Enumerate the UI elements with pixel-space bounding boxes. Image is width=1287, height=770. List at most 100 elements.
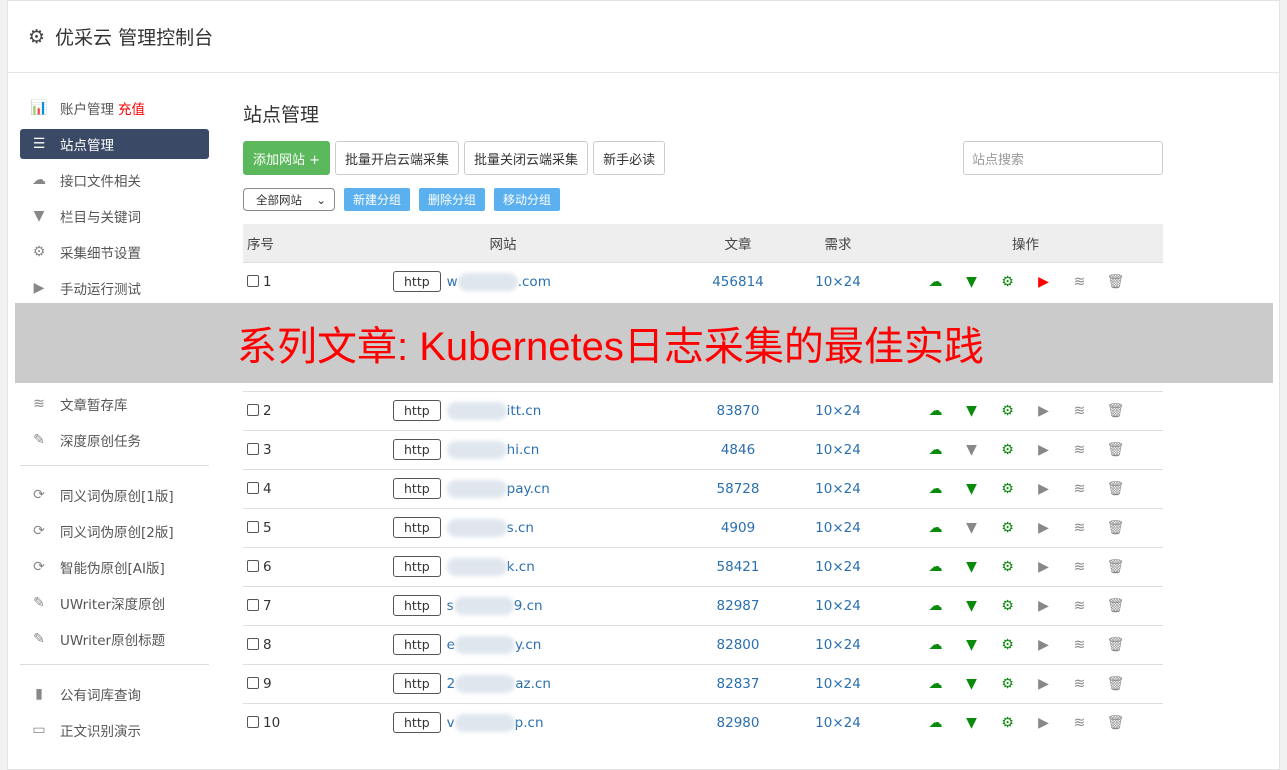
trash-icon[interactable]: 🗑 <box>1106 597 1125 614</box>
database-icon[interactable]: ≋ <box>1073 597 1086 614</box>
demand-value[interactable]: 10×24 <box>788 546 888 586</box>
site-link[interactable]: 9.cn <box>513 598 543 614</box>
play-circle-icon[interactable]: ▶ <box>1038 519 1049 536</box>
row-checkbox[interactable] <box>247 637 259 650</box>
protocol-select[interactable]: http <box>393 673 441 694</box>
play-circle-icon[interactable]: ▶ <box>1038 714 1049 731</box>
play-circle-icon[interactable]: ▶ <box>1038 273 1049 290</box>
article-count[interactable]: 456814 <box>688 261 788 301</box>
trash-icon[interactable]: 🗑 <box>1106 558 1125 575</box>
site-link[interactable]: s.cn <box>506 520 534 536</box>
database-icon[interactable]: ≋ <box>1073 402 1086 419</box>
sidebar-item[interactable]: ▼ 栏目与关键词 <box>20 201 209 231</box>
site-link[interactable]: k.cn <box>506 559 535 575</box>
protocol-select[interactable]: http <box>393 478 441 499</box>
sidebar-item[interactable]: ✎ UWriter原创标题 <box>20 624 209 654</box>
demand-value[interactable]: 10×24 <box>788 468 888 508</box>
sidebar-item[interactable]: ⟳ 智能伪原创[AI版] <box>20 552 209 582</box>
gears-icon[interactable]: ⚙ <box>1001 714 1014 731</box>
database-icon[interactable]: ≋ <box>1073 273 1086 290</box>
demand-value[interactable]: 10×24 <box>788 585 888 625</box>
site-search-input[interactable]: 站点搜索 <box>963 141 1163 175</box>
article-count[interactable]: 82980 <box>688 702 788 742</box>
cloud-upload-icon[interactable]: ☁ <box>928 480 943 497</box>
row-checkbox[interactable] <box>247 559 259 572</box>
row-checkbox[interactable] <box>247 715 259 728</box>
cloud-upload-icon[interactable]: ☁ <box>928 402 943 419</box>
cloud-upload-icon[interactable]: ☁ <box>928 714 943 731</box>
play-circle-icon[interactable]: ▶ <box>1038 636 1049 653</box>
protocol-select[interactable]: http <box>393 556 441 577</box>
trash-icon[interactable]: 🗑 <box>1106 519 1125 536</box>
demand-value[interactable]: 10×24 <box>788 663 888 703</box>
trash-icon[interactable]: 🗑 <box>1106 402 1125 419</box>
article-count[interactable]: 82837 <box>688 663 788 703</box>
article-count[interactable]: 83870 <box>688 390 788 430</box>
play-circle-icon[interactable]: ▶ <box>1038 480 1049 497</box>
protocol-select[interactable]: http <box>393 439 441 460</box>
sidebar-item[interactable]: ▭ 正文识别演示 <box>20 715 209 745</box>
site-link[interactable]: hi.cn <box>506 442 540 458</box>
move-group-button[interactable]: 移动分组 <box>494 188 561 211</box>
new-group-button[interactable]: 新建分组 <box>344 188 411 211</box>
cloud-upload-icon[interactable]: ☁ <box>928 597 943 614</box>
gears-icon[interactable]: ⚙ <box>1001 402 1014 419</box>
play-circle-icon[interactable]: ▶ <box>1038 402 1049 419</box>
gears-icon[interactable]: ⚙ <box>1001 597 1014 614</box>
gears-icon[interactable]: ⚙ <box>1001 441 1014 458</box>
trash-icon[interactable]: 🗑 <box>1106 441 1125 458</box>
database-icon[interactable]: ≋ <box>1073 675 1086 692</box>
cloud-upload-icon[interactable]: ☁ <box>928 519 943 536</box>
article-count[interactable]: 82800 <box>688 624 788 664</box>
filter-icon[interactable]: ▼ <box>966 273 977 290</box>
gears-icon[interactable]: ⚙ <box>1001 675 1014 692</box>
demand-value[interactable]: 10×24 <box>788 624 888 664</box>
filter-icon[interactable]: ▼ <box>966 558 977 575</box>
filter-icon[interactable]: ▼ <box>966 519 977 536</box>
recharge-link[interactable]: 充值 <box>118 102 145 118</box>
filter-icon[interactable]: ▼ <box>966 402 977 419</box>
sidebar-item[interactable]: ⟳ 同义词伪原创[1版] <box>20 480 209 510</box>
guide-button[interactable]: 新手必读 <box>593 141 666 175</box>
add-site-button[interactable]: 添加网站 + <box>243 141 331 175</box>
demand-value[interactable]: 10×24 <box>788 390 888 430</box>
sidebar-item[interactable]: ✎ 深度原创任务 <box>20 425 209 455</box>
play-circle-icon[interactable]: ▶ <box>1038 597 1049 614</box>
play-circle-icon[interactable]: ▶ <box>1038 558 1049 575</box>
sidebar-item[interactable]: ⚙ 采集细节设置 <box>20 237 209 267</box>
play-circle-icon[interactable]: ▶ <box>1038 675 1049 692</box>
sidebar-item[interactable]: ☁ 接口文件相关 <box>20 165 209 195</box>
protocol-select[interactable]: http <box>393 271 441 293</box>
filter-icon[interactable]: ▼ <box>966 636 977 653</box>
demand-value[interactable]: 10×24 <box>788 507 888 547</box>
cloud-upload-icon[interactable]: ☁ <box>928 441 943 458</box>
site-link[interactable]: itt.cn <box>506 403 542 419</box>
site-link[interactable]: .com <box>517 274 551 291</box>
sidebar-item[interactable]: ≋ 文章暂存库 <box>20 389 209 419</box>
trash-icon[interactable]: 🗑 <box>1106 675 1125 692</box>
database-icon[interactable]: ≋ <box>1073 636 1086 653</box>
database-icon[interactable]: ≋ <box>1073 441 1086 458</box>
trash-icon[interactable]: 🗑 <box>1106 636 1125 653</box>
row-checkbox[interactable] <box>247 676 259 689</box>
database-icon[interactable]: ≋ <box>1073 558 1086 575</box>
gears-icon[interactable]: ⚙ <box>1001 480 1014 497</box>
row-checkbox[interactable] <box>247 274 259 287</box>
play-circle-icon[interactable]: ▶ <box>1038 441 1049 458</box>
site-link[interactable]: y.cn <box>514 637 542 653</box>
article-count[interactable]: 82987 <box>688 585 788 625</box>
gears-icon[interactable]: ⚙ <box>1001 558 1014 575</box>
site-link[interactable]: pay.cn <box>506 481 550 497</box>
database-icon[interactable]: ≋ <box>1073 480 1086 497</box>
group-select[interactable]: 全部网站 ⌄ <box>243 188 335 211</box>
gears-icon[interactable]: ⚙ <box>1001 636 1014 653</box>
site-link[interactable]: az.cn <box>515 676 551 692</box>
protocol-select[interactable]: http <box>393 595 441 616</box>
protocol-select[interactable]: http <box>393 400 441 421</box>
trash-icon[interactable]: 🗑 <box>1106 714 1125 731</box>
filter-icon[interactable]: ▼ <box>966 480 977 497</box>
cloud-upload-icon[interactable]: ☁ <box>928 675 943 692</box>
trash-icon[interactable]: 🗑 <box>1106 480 1125 497</box>
sidebar-item[interactable]: ▶ 手动运行测试 <box>20 273 209 303</box>
gears-icon[interactable]: ⚙ <box>1001 519 1014 536</box>
